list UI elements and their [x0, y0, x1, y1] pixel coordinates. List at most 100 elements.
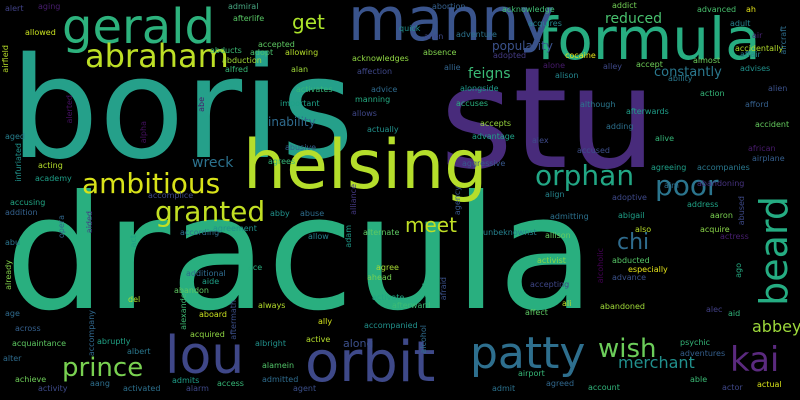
word: air — [752, 31, 763, 40]
word: agency — [453, 186, 462, 216]
word: accepted — [258, 40, 295, 49]
word: according — [180, 228, 220, 237]
word: unbeknownst — [483, 228, 537, 237]
word: alan — [291, 65, 309, 74]
word: orbit — [305, 330, 436, 395]
word: advance — [612, 273, 647, 282]
word: agent — [293, 384, 317, 393]
word: airplane — [752, 154, 785, 163]
word: abbey — [752, 317, 800, 336]
word: aging — [38, 2, 61, 11]
word: aaron — [710, 211, 733, 220]
word: ambitious — [82, 167, 221, 200]
word: affect — [525, 308, 548, 317]
word: alien — [768, 84, 788, 93]
word: meet — [405, 213, 457, 237]
word: abandoned — [600, 302, 645, 311]
word: wreck — [192, 155, 234, 171]
word: boris — [10, 28, 354, 191]
word: inability — [268, 115, 316, 129]
word: abigail — [618, 211, 645, 220]
word: age — [5, 309, 20, 318]
word: account — [588, 383, 620, 392]
word: afford — [745, 100, 769, 109]
word: activated — [123, 384, 161, 393]
word: aggressive — [462, 159, 506, 168]
word: abducts — [210, 46, 242, 55]
word: abuse — [300, 209, 325, 218]
word: dracula — [5, 162, 595, 346]
word: abused — [737, 196, 746, 226]
word: actor — [722, 383, 743, 392]
word: agreeing — [651, 163, 687, 172]
word: alexander — [179, 290, 188, 330]
word: accident — [755, 120, 790, 129]
word: albright — [255, 339, 286, 348]
word: infuriated — [14, 143, 23, 182]
word: abraham — [85, 37, 229, 75]
word: acquires — [528, 19, 562, 28]
word: addict — [612, 1, 637, 10]
word: afraid — [439, 277, 448, 301]
word: alcohol — [419, 325, 428, 354]
word: almost — [693, 56, 721, 65]
word: admiral — [228, 2, 259, 11]
word: albert — [127, 347, 151, 356]
word: alpha — [139, 121, 148, 144]
word: acknowledges — [352, 54, 409, 63]
word: acknowledge — [502, 5, 555, 14]
word: accuses — [456, 99, 489, 108]
word: also — [635, 225, 652, 234]
word: active — [306, 335, 331, 344]
word: ahead — [367, 273, 392, 282]
word: academy — [35, 174, 72, 183]
word: psychic — [680, 338, 711, 347]
word: aged — [5, 132, 25, 141]
word: alive — [655, 134, 675, 143]
word: important — [280, 99, 320, 108]
word: abduction — [222, 56, 262, 65]
word: align — [545, 190, 565, 199]
word: adam — [344, 225, 353, 248]
word: accusing — [10, 198, 46, 207]
word: alter — [3, 354, 22, 363]
word: beard — [752, 196, 796, 306]
word: chi — [617, 230, 650, 255]
word: alison — [555, 71, 579, 80]
word: ally — [318, 317, 333, 326]
word: abortion — [432, 2, 466, 11]
word: quick — [399, 24, 421, 33]
word: alfred — [225, 65, 249, 74]
word: across — [15, 324, 41, 333]
word: aided — [85, 211, 94, 234]
word: accidentally — [735, 44, 784, 53]
word: abandoning — [697, 179, 745, 188]
word: del — [128, 295, 141, 304]
word: abducted — [612, 256, 650, 265]
word: orphan — [535, 159, 635, 192]
word: abu — [5, 238, 21, 247]
word: act — [129, 235, 138, 248]
word: add — [421, 283, 430, 299]
word: airfield — [1, 45, 10, 73]
word: alongside — [460, 84, 499, 93]
word: popularity — [492, 39, 553, 53]
word: accept — [636, 60, 663, 69]
word: affair — [740, 50, 761, 59]
word: activates — [296, 85, 333, 94]
word: aftermath — [229, 300, 238, 340]
word: advantage — [472, 132, 515, 141]
word: accepting — [530, 280, 570, 289]
word: ace — [248, 263, 263, 272]
word: accompanied — [364, 321, 418, 330]
word: accompanies — [697, 163, 750, 172]
word: get — [292, 10, 325, 34]
word: actually — [367, 125, 399, 134]
word: accused — [577, 146, 610, 155]
word: feigns — [468, 66, 511, 82]
word: acting — [38, 161, 63, 170]
word: abe — [197, 97, 206, 112]
word: aircraft — [779, 26, 788, 55]
word: allie — [444, 63, 461, 72]
word: advises — [740, 64, 771, 73]
